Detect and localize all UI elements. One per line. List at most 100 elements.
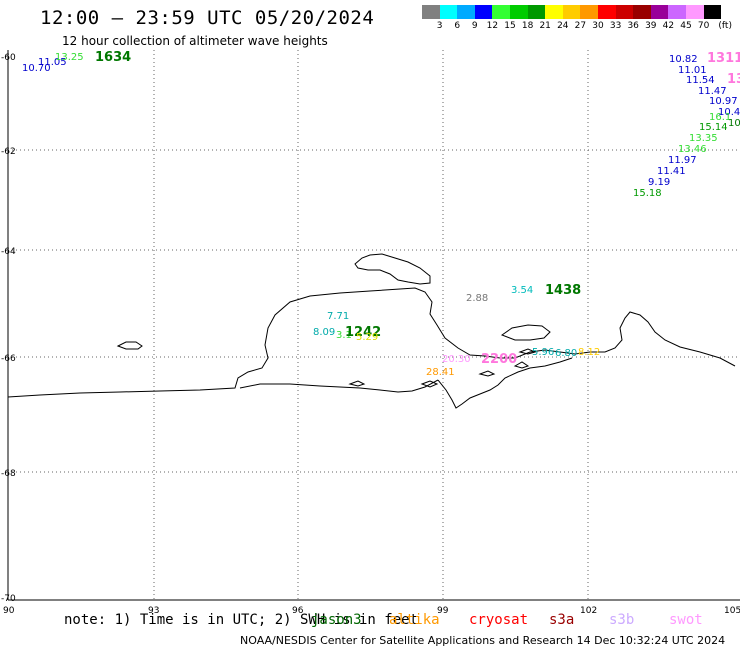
- color-scale-label: 15: [504, 21, 516, 31]
- wave-height-label: 15.18: [633, 188, 662, 199]
- x-tick-label: 99: [437, 606, 449, 616]
- x-axis-labels: 90 93 96 99 102 105: [3, 606, 740, 616]
- credit-line: NOAA/NESDIS Center for Satellite Applica…: [240, 634, 726, 647]
- color-scale-swatch: [474, 5, 493, 19]
- color-scale-label: 33: [609, 21, 622, 31]
- color-scale-swatch: [562, 5, 581, 19]
- color-scale-swatch: [633, 5, 651, 19]
- wave-height-observations: 10.70 11.05 13.25 1634 10.82 1311 11.01 …: [22, 50, 740, 378]
- wave-height-label: 13.25: [55, 52, 84, 63]
- color-scale-swatch: [615, 5, 634, 19]
- wave-height-label: 1438: [545, 283, 581, 298]
- x-tick-label: 105: [724, 606, 740, 616]
- x-tick-label: 90: [3, 606, 15, 616]
- color-scale-swatch: [509, 5, 528, 19]
- legend-swot: swot: [669, 612, 703, 628]
- map-subtitle: 12 hour collection of altimeter wave hei…: [62, 34, 328, 48]
- wave-height-label: 11.01: [678, 65, 707, 76]
- color-scale-swatch: [650, 5, 669, 19]
- x-tick-label: 93: [148, 606, 159, 616]
- y-axis-labels: -60 -62 -64 -66 -68 -70: [1, 53, 16, 604]
- wave-height-label: 10.97: [709, 96, 738, 107]
- wave-height-label: 10.70: [22, 63, 51, 74]
- color-scale-label: 18: [521, 21, 534, 31]
- wave-height-label: 5.96: [532, 347, 554, 358]
- color-scale-label: 70: [697, 21, 710, 31]
- islet-1: [348, 380, 366, 387]
- y-tick-label: -70: [1, 594, 16, 604]
- islet-3: [513, 361, 530, 369]
- legend-cryosat: cryosat: [469, 612, 529, 628]
- y-tick-label: -68: [1, 469, 16, 479]
- legend-jason3: jason3: [311, 612, 362, 628]
- wave-height-label: 16.1: [709, 112, 731, 123]
- wave-height-label: 7.71: [327, 311, 349, 322]
- x-tick-label: 96: [292, 606, 304, 616]
- wave-height-label: 3.54: [511, 285, 533, 296]
- wave-height-label: 11.41: [657, 166, 686, 177]
- wave-height-label: 9.19: [648, 177, 670, 188]
- color-scale-bar: [422, 5, 722, 19]
- islet-2: [420, 380, 439, 388]
- color-scale-label: 36: [627, 21, 639, 31]
- y-tick-label: -62: [1, 147, 16, 157]
- wave-height-label: 13.35: [689, 133, 718, 144]
- color-scale-labels: 3 6 9 12 15 18 21 24 27 30 33 36 39 42 45 70 (ft): [422, 21, 740, 33]
- color-scale-label: 9: [471, 21, 478, 31]
- wave-height-label: 28.41: [426, 367, 455, 378]
- map-title: 12:00 — 23:59 UTC 05/20/2024: [40, 7, 375, 29]
- color-scale-swatch: [492, 5, 510, 19]
- wave-height-label: 13: [727, 72, 740, 87]
- wave-height-label: 2200: [481, 352, 517, 367]
- islet-4: [518, 348, 537, 355]
- color-scale-label: 45: [680, 21, 692, 31]
- color-scale-label: (ft): [718, 21, 732, 31]
- wave-height-label: 6.80: [555, 348, 577, 359]
- color-scale-label: 39: [645, 21, 657, 31]
- wave-height-label: 15.14: [699, 122, 728, 133]
- wave-height-label: 1634: [95, 50, 131, 65]
- wave-height-label: 11.05: [38, 57, 67, 68]
- color-scale-swatch: [422, 5, 440, 19]
- legend-s3b: s3b: [609, 612, 635, 628]
- color-scale-swatch: [580, 5, 598, 19]
- color-scale-swatch: [668, 5, 686, 19]
- color-scale-label: 24: [557, 21, 569, 31]
- island-east: [500, 324, 551, 341]
- y-tick-label: -66: [1, 354, 16, 364]
- map-frame: [7, 50, 740, 601]
- x-tick-label: 102: [580, 606, 597, 616]
- color-scale-swatch: [703, 5, 722, 19]
- wave-height-label: 11.54: [686, 75, 715, 86]
- wave-height-label: 10.82: [669, 54, 698, 65]
- antarctic-coastline: [7, 287, 736, 398]
- wave-height-label: 5.29: [356, 332, 378, 343]
- wave-height-label: 10: [728, 118, 740, 129]
- legend-altika: altika: [389, 612, 440, 628]
- wave-height-label: 2.88: [466, 293, 488, 304]
- wave-height-label: 1311: [707, 51, 740, 66]
- color-scale-swatch: [439, 5, 458, 19]
- wave-height-label: 13.46: [678, 144, 707, 155]
- color-scale-label: 3: [436, 21, 443, 31]
- wave-height-label: 1242: [345, 325, 381, 340]
- y-tick-label: -60: [1, 53, 16, 63]
- color-scale-label: 12: [486, 21, 499, 31]
- wave-height-label: 3.1: [336, 330, 352, 341]
- y-tick-label: -64: [1, 247, 16, 257]
- wave-height-label: 8.12: [578, 347, 600, 358]
- color-scale-label: 27: [574, 21, 587, 31]
- legend-s3a: s3a: [549, 612, 575, 628]
- color-scale-label: 30: [592, 21, 604, 31]
- wave-height-label: 11.47: [698, 86, 727, 97]
- wave-height-label: 11.97: [668, 155, 697, 166]
- island-west: [116, 341, 143, 350]
- color-scale-swatch: [685, 5, 704, 19]
- footer-note: note: 1) Time is in UTC; 2) SWH is in fe…: [64, 612, 419, 628]
- color-scale-label: 21: [539, 21, 551, 31]
- color-scale-swatch: [457, 5, 475, 19]
- island-north: [354, 253, 431, 285]
- islet-5: [478, 370, 496, 377]
- coastline: [7, 253, 736, 409]
